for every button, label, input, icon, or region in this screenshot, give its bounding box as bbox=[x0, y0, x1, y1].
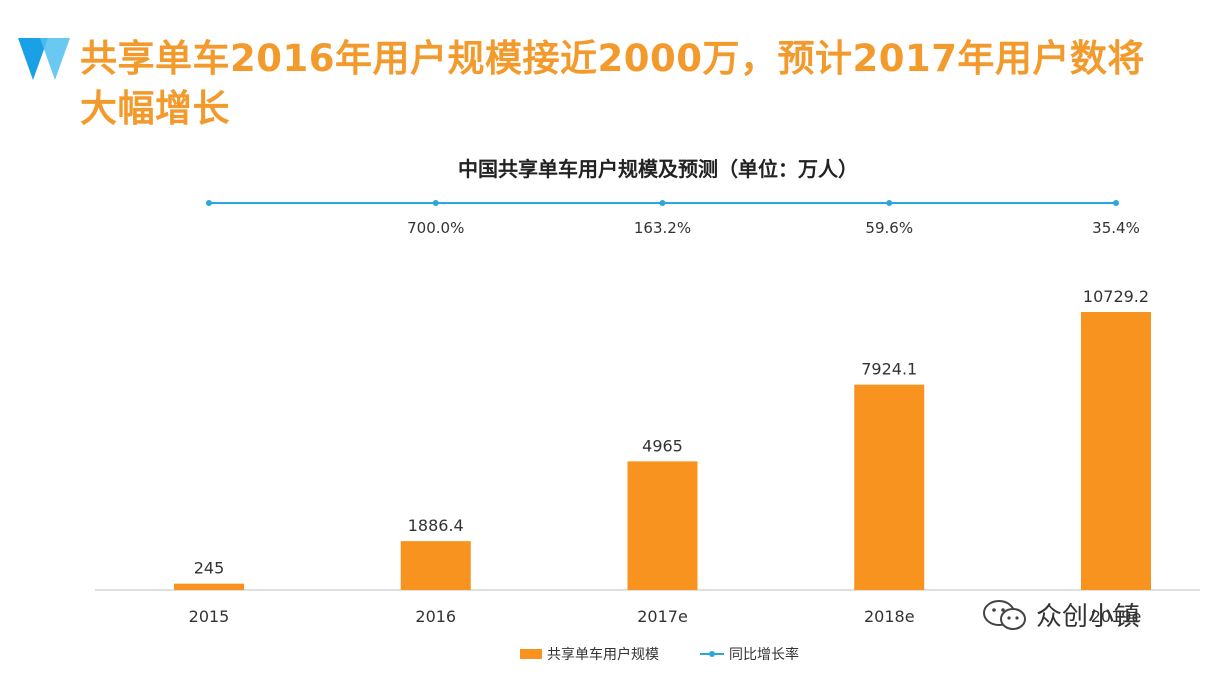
bar-value-label: 7924.1 bbox=[861, 360, 917, 379]
chart-legend: 共享单车用户规模 同比增长率 bbox=[520, 646, 799, 663]
bar-2018e bbox=[854, 384, 925, 590]
x-tick-label: 2015 bbox=[189, 607, 230, 626]
x-tick-label: 2017e bbox=[637, 607, 688, 626]
growth-point bbox=[432, 200, 439, 206]
bar-value-label: 4965 bbox=[642, 436, 683, 455]
growth-point bbox=[1113, 200, 1119, 206]
bar-2019e bbox=[1081, 312, 1151, 590]
bar-value-label: 10729.2 bbox=[1083, 287, 1149, 306]
growth-point bbox=[206, 200, 212, 206]
brand-logo-icon bbox=[18, 38, 70, 80]
bar-2015 bbox=[174, 583, 244, 590]
wechat-icon bbox=[983, 599, 1026, 630]
page-headline: 共享单车2016年用户规模接近2000万，预计2017年用户数将大幅增长 bbox=[80, 37, 1145, 130]
x-tick-label: 2016 bbox=[415, 607, 456, 626]
bar-value-label: 1886.4 bbox=[408, 516, 464, 535]
growth-point bbox=[659, 200, 666, 206]
bar-layer: 245 1886.4 4965 7924.1 10729.2 bbox=[174, 287, 1151, 590]
growth-rate-label: 700.0% bbox=[407, 219, 464, 237]
growth-rate-label: 35.4% bbox=[1092, 219, 1140, 237]
bar-2016 bbox=[400, 541, 471, 590]
chart-title: 中国共享单车用户规模及预测（单位：万人） bbox=[458, 157, 858, 181]
x-tick-label: 2019e bbox=[1091, 607, 1142, 626]
legend-label-bar: 共享单车用户规模 bbox=[547, 646, 659, 663]
bar-value-label: 245 bbox=[194, 559, 225, 578]
growth-rate-label: 59.6% bbox=[865, 219, 913, 237]
growth-point bbox=[886, 200, 893, 206]
x-tick-label: 2018e bbox=[864, 607, 915, 626]
x-axis-ticks: 2015 2016 2017e 2018e 2019e bbox=[189, 607, 1142, 626]
legend-label-line: 同比增长率 bbox=[729, 646, 799, 663]
legend-swatch-bar bbox=[520, 649, 542, 659]
growth-rate-label: 163.2% bbox=[634, 219, 691, 237]
legend-swatch-line-dot bbox=[709, 651, 715, 657]
growth-line-layer: 700.0% 163.2% 59.6% 35.4% bbox=[206, 200, 1140, 237]
bar-2017e bbox=[627, 461, 698, 590]
wechat-watermark: 众创小镇 bbox=[982, 596, 1140, 633]
watermark-text: 众创小镇 bbox=[1036, 602, 1141, 632]
